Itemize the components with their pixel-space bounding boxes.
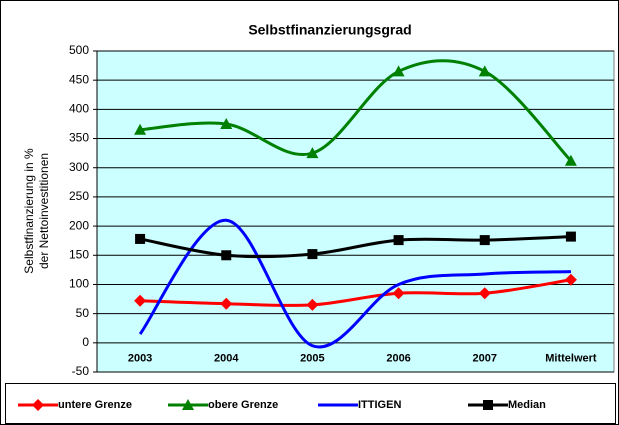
y-tick-label: 300 — [69, 160, 89, 174]
y-tick-label: 0 — [82, 335, 89, 349]
legend-box — [5, 383, 616, 424]
marker — [392, 287, 405, 300]
marker — [483, 400, 493, 410]
x-tick-label: 2005 — [300, 353, 324, 365]
line — [138, 218, 571, 349]
x-tick-label: 2007 — [473, 353, 497, 365]
legend-label: untere Grenze — [58, 399, 132, 411]
y-tick-label: 450 — [69, 72, 89, 86]
marker — [565, 231, 576, 242]
line — [139, 235, 571, 259]
marker — [182, 399, 194, 410]
x-tick-label: 2003 — [128, 353, 152, 365]
legend-item: untere Grenze — [18, 399, 132, 411]
legend-label: Median — [508, 399, 546, 411]
y-axis-label: der Nettoinvestitionen — [37, 153, 51, 269]
marker — [564, 273, 577, 286]
marker — [306, 298, 319, 311]
chart-title: Selbstfinanzierungsgrad — [248, 22, 411, 38]
x-tick-label: 2004 — [214, 353, 239, 365]
y-tick-label: 150 — [69, 247, 89, 261]
legend-label: obere Grenze — [208, 399, 278, 411]
legend-item: Median — [468, 399, 546, 411]
y-tick-label: 100 — [69, 277, 89, 291]
marker — [564, 154, 577, 166]
marker — [220, 117, 233, 129]
y-tick-label: 350 — [69, 131, 89, 145]
y-tick-label: -50 — [72, 364, 90, 378]
y-axis-label: Selbstfinanzierung in % — [22, 148, 36, 274]
marker — [135, 233, 146, 244]
marker — [220, 297, 233, 310]
x-tick-label: Mittelwert — [545, 353, 597, 365]
y-tick-label: 400 — [69, 102, 89, 116]
marker — [134, 123, 147, 135]
marker — [478, 287, 491, 300]
marker — [306, 147, 319, 159]
marker — [32, 399, 44, 411]
y-tick-label: 200 — [69, 218, 89, 232]
marker — [134, 294, 147, 307]
x-tick-label: 2006 — [386, 353, 410, 365]
marker — [392, 65, 405, 77]
marker — [478, 65, 491, 77]
marker — [221, 250, 232, 261]
marker — [479, 235, 490, 246]
marker — [307, 249, 318, 260]
legend-item: obere Grenze — [168, 399, 278, 411]
legend-label: ITTIGEN — [358, 399, 401, 411]
line — [140, 278, 572, 308]
marker — [393, 235, 404, 246]
legend-item: ITTIGEN — [318, 399, 401, 411]
y-tick-label: 250 — [69, 189, 89, 203]
y-tick-label: 500 — [69, 43, 89, 57]
y-tick-label: 50 — [76, 306, 90, 320]
